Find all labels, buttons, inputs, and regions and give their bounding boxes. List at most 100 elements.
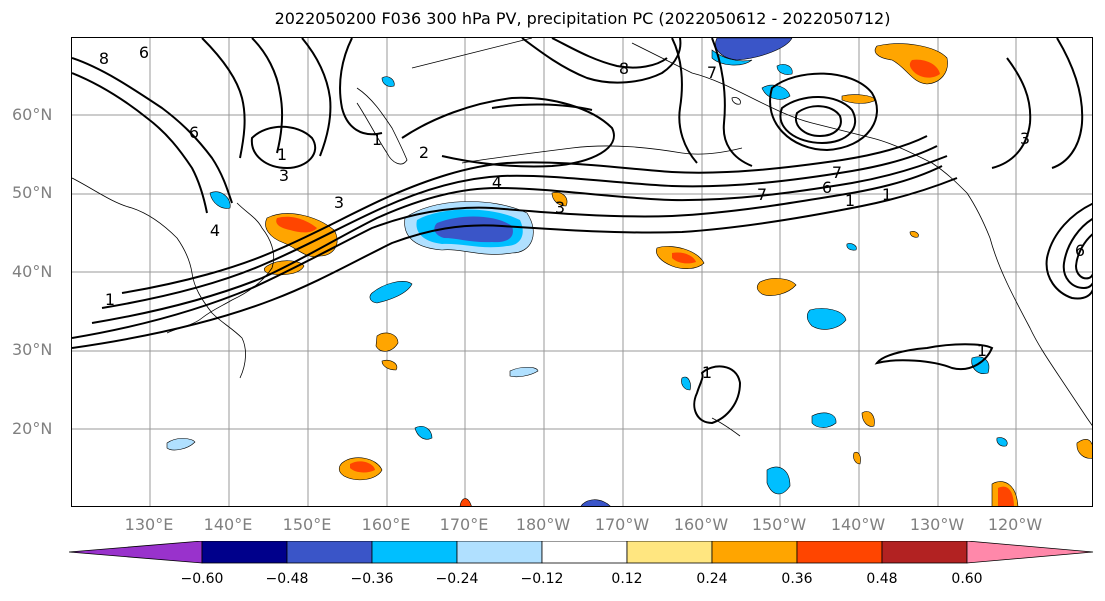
pv-ridge-2 <box>72 72 208 214</box>
lat-label-50n: 50°N <box>12 183 53 202</box>
pv-jet-4 <box>101 145 938 309</box>
lon-label-180w: 180°W <box>515 515 571 534</box>
shade-positive-ne <box>756 278 797 296</box>
map-canvas: 8 6 6 1 1 2 1 3 4 3 4 3 1 8 7 7 6 7 1 3 … <box>72 38 1092 506</box>
shade-negative-arctic-edge <box>711 49 753 66</box>
shade-negative-west <box>166 438 196 451</box>
shade-positive-japan-core <box>276 216 317 233</box>
shade-negative-sw <box>414 426 433 440</box>
coastlines <box>72 38 1092 437</box>
pv-trough-east-2 <box>1062 218 1092 290</box>
lon-label-150e: 150°E <box>282 515 332 534</box>
pv-east-upper <box>991 57 1032 169</box>
colorbar-bin <box>541 541 628 564</box>
contour-label: 3 <box>555 198 565 217</box>
colorbar-bin <box>371 541 458 564</box>
contour-label: 8 <box>99 49 109 68</box>
pv-north-4 <box>711 38 753 167</box>
contour-label: 7 <box>707 63 717 82</box>
colorbar-tick: −0.48 <box>265 571 309 587</box>
shade-positive-small-1 <box>551 192 568 207</box>
shade-positive-mid-2 <box>381 359 398 371</box>
shade-positive-sw-core <box>350 461 375 473</box>
shade-positive-bottom <box>459 498 472 506</box>
shade-positive-alaska-core <box>909 59 940 78</box>
colorbar-tick: 0.48 <box>866 571 898 587</box>
contour-label: 2 <box>419 143 429 162</box>
shade-positive-mid <box>375 332 399 352</box>
pv-closed-2 <box>779 96 857 145</box>
shade-positive-south-3-core <box>998 486 1014 506</box>
lon-label-140w: 140°W <box>830 515 886 534</box>
colorbar-bin <box>201 541 288 564</box>
colorbar-bin <box>711 541 798 564</box>
lon-label-130e: 130°E <box>124 515 174 534</box>
shade-positive-small-2 <box>909 231 919 238</box>
shade-negative-japan <box>209 191 231 209</box>
pv-jet-2 <box>72 177 958 349</box>
pv-ridge-4 <box>251 38 284 154</box>
lon-label-150w: 150°W <box>751 515 807 534</box>
colorbar-bin <box>626 541 713 564</box>
contour-label: 7 <box>832 163 842 182</box>
colorbar-extend-high <box>966 541 1094 564</box>
contour-label: 1 <box>277 145 287 164</box>
coast-asia <box>72 177 246 379</box>
colorbar-tick: −0.12 <box>520 571 564 587</box>
lat-label-30n: 30°N <box>12 340 53 359</box>
colorbar-extend-low <box>69 541 203 564</box>
colorbar-bin <box>796 541 883 564</box>
pv-ridge-3 <box>201 38 246 159</box>
contour-label: 6 <box>189 123 199 142</box>
contour-label: 1 <box>105 290 115 309</box>
shade-negative-bering-2 <box>776 64 793 75</box>
contour-label: 7 <box>757 185 767 204</box>
colorbar-tick: −0.60 <box>180 571 224 587</box>
pv-north-3 <box>671 38 698 164</box>
map-panel: 8 6 6 1 1 2 1 3 4 3 4 3 1 8 7 7 6 7 1 3 … <box>71 37 1093 507</box>
pv-jet-3 <box>91 155 948 324</box>
coast-aleutians <box>461 145 743 164</box>
shade-negative-mid <box>369 281 413 304</box>
shade-negative-south-2 <box>766 466 791 495</box>
shade-negative-bering <box>761 84 791 100</box>
lon-label-140e: 140°E <box>203 515 253 534</box>
pv-trough-east-1 <box>1045 202 1092 300</box>
pv-jet-1 <box>72 165 943 339</box>
lat-label-20n: 20°N <box>12 419 53 438</box>
colorbar-tick: 0.60 <box>951 571 983 587</box>
pv-east-upper-2 <box>1051 38 1084 169</box>
colorbar <box>69 541 1094 564</box>
shade-negative-ne <box>806 308 847 330</box>
colorbar-tick: −0.36 <box>350 571 394 587</box>
pv-jet-5 <box>121 135 928 294</box>
pv-contours <box>72 38 1092 425</box>
coast-islands-1 <box>731 97 741 105</box>
pv-closed-east <box>874 343 994 371</box>
shade-negative-small-2 <box>996 437 1008 447</box>
pv-mid-ridge-2 <box>491 103 593 111</box>
coast-alaska <box>631 42 968 194</box>
pv-north-2 <box>551 38 668 69</box>
pv-closed-4 <box>769 72 878 152</box>
shade-positive-small-3 <box>853 451 861 465</box>
lat-label-60n: 60°N <box>12 105 53 124</box>
contour-label: 6 <box>822 178 832 197</box>
contour-label: 6 <box>139 43 149 62</box>
shade-negative-small-1 <box>846 243 857 251</box>
pv-trough-east-3 <box>1074 233 1092 280</box>
pv-closed-1-hawaii <box>693 365 742 425</box>
shade-positive-alaska-2 <box>841 94 877 104</box>
coast-hawaii <box>711 417 741 437</box>
contour-label: 1 <box>702 363 712 382</box>
contour-label: 1 <box>845 191 855 210</box>
contour-label: 8 <box>619 59 629 78</box>
lon-label-170e: 170°E <box>439 515 489 534</box>
colorbar-bin <box>286 541 373 564</box>
pv-closed-1 <box>250 125 317 170</box>
colorbar-bin <box>456 541 543 564</box>
coast-bering-land <box>411 38 533 69</box>
pv-north-1 <box>521 38 682 84</box>
lon-label-160w: 160°W <box>673 515 729 534</box>
shade-negative-south <box>509 366 539 378</box>
